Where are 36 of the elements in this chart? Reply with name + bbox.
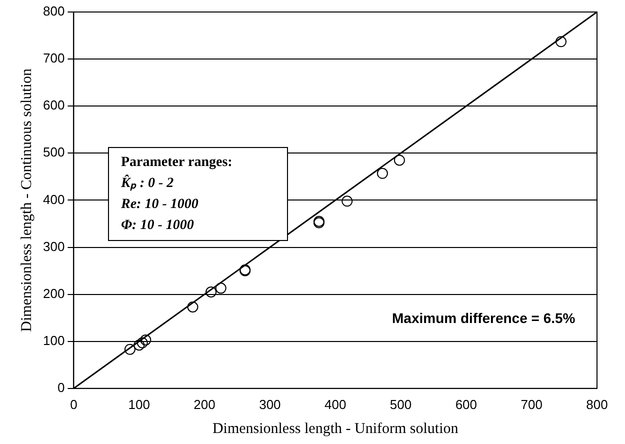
x-tick-label: 800 <box>586 396 608 412</box>
point <box>206 286 217 298</box>
x-tick-label: 200 <box>194 396 216 412</box>
point <box>342 196 353 207</box>
point <box>187 302 198 313</box>
annotation: Maximum difference = 6.5% <box>386 310 582 326</box>
y-tick-label: 700 <box>42 50 65 66</box>
x-tick-label: 600 <box>455 396 478 412</box>
x-tick-label: 500 <box>390 396 412 412</box>
y-tick-label: 800 <box>42 4 65 19</box>
point <box>376 168 388 179</box>
x-tick-label: 100 <box>128 396 150 412</box>
point <box>134 340 145 351</box>
annotation: K̂ₚ : 0 - 2 <box>121 174 175 193</box>
y-tick-label: 100 <box>42 332 65 348</box>
point <box>394 154 405 166</box>
x-tick-label: 300 <box>259 396 281 412</box>
y-tick-label: 0 <box>57 380 65 395</box>
y-tick-label: 200 <box>42 286 65 301</box>
y-tick-label: 400 <box>42 192 65 207</box>
y-tick-label: 500 <box>42 144 65 160</box>
y-tick-label: 600 <box>42 98 65 113</box>
point <box>124 344 136 355</box>
x-axis-title: Dimensionless length - Uniform solution <box>212 420 459 437</box>
x-tick-label: 400 <box>324 396 346 412</box>
y-tick-label: 300 <box>42 238 65 254</box>
x-tick-label: 700 <box>520 396 542 412</box>
y-axis-title: Dimensionless length - Continuous solution <box>18 68 35 332</box>
x-tick-label: 0 <box>70 396 78 412</box>
point <box>136 337 148 348</box>
annotation: Re: 10 - 1000 <box>121 196 200 214</box>
annotation: Parameter ranges: <box>121 154 234 172</box>
point <box>140 334 152 346</box>
point <box>215 282 226 294</box>
point <box>556 36 567 48</box>
annotation: Φ: 10 - 1000 <box>121 217 195 235</box>
